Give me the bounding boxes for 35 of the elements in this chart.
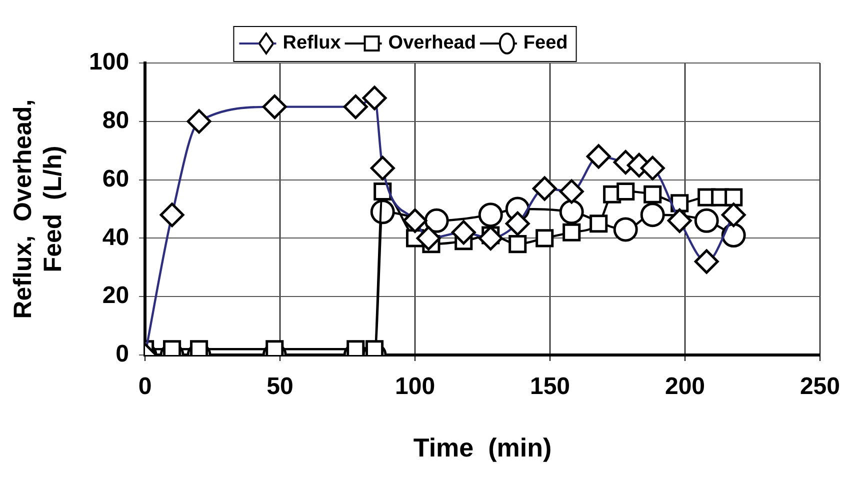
x-tick-label: 250: [800, 373, 840, 400]
legend-label: Reflux: [282, 32, 342, 54]
y-axis-title: Reflux, Overhead, Feed (L/h): [8, 99, 67, 319]
point: [616, 182, 635, 201]
y-tick-label: 20: [102, 282, 130, 310]
y-tick-label: 40: [102, 224, 130, 251]
x-tick-label: 150: [530, 373, 570, 400]
point: [163, 340, 182, 355]
point: [424, 208, 449, 233]
y-tick-label: 80: [102, 107, 130, 134]
y-tick-label: 100: [88, 48, 130, 76]
point: [590, 214, 608, 233]
x-axis-title: Time (min): [413, 432, 552, 463]
point: [190, 340, 208, 355]
point: [508, 235, 527, 254]
y-tick-label: 60: [102, 165, 130, 192]
point: [724, 188, 743, 206]
legend-label: Overhead: [388, 32, 476, 54]
point: [559, 200, 584, 224]
x-tick-label: 100: [394, 373, 436, 400]
x-tick-label: 50: [266, 373, 294, 400]
point: [536, 229, 554, 248]
point: [644, 185, 662, 204]
x-tick-label: 0: [138, 373, 152, 400]
point: [478, 202, 503, 228]
point: [694, 208, 719, 233]
x-tick-label: 200: [664, 373, 706, 400]
point: [346, 340, 365, 355]
point: [562, 223, 581, 242]
legend-label: Feed: [523, 32, 568, 54]
point: [613, 217, 638, 242]
point: [365, 340, 384, 355]
y-tick-label: 0: [116, 340, 130, 368]
point: [640, 202, 665, 228]
point: [266, 340, 284, 355]
